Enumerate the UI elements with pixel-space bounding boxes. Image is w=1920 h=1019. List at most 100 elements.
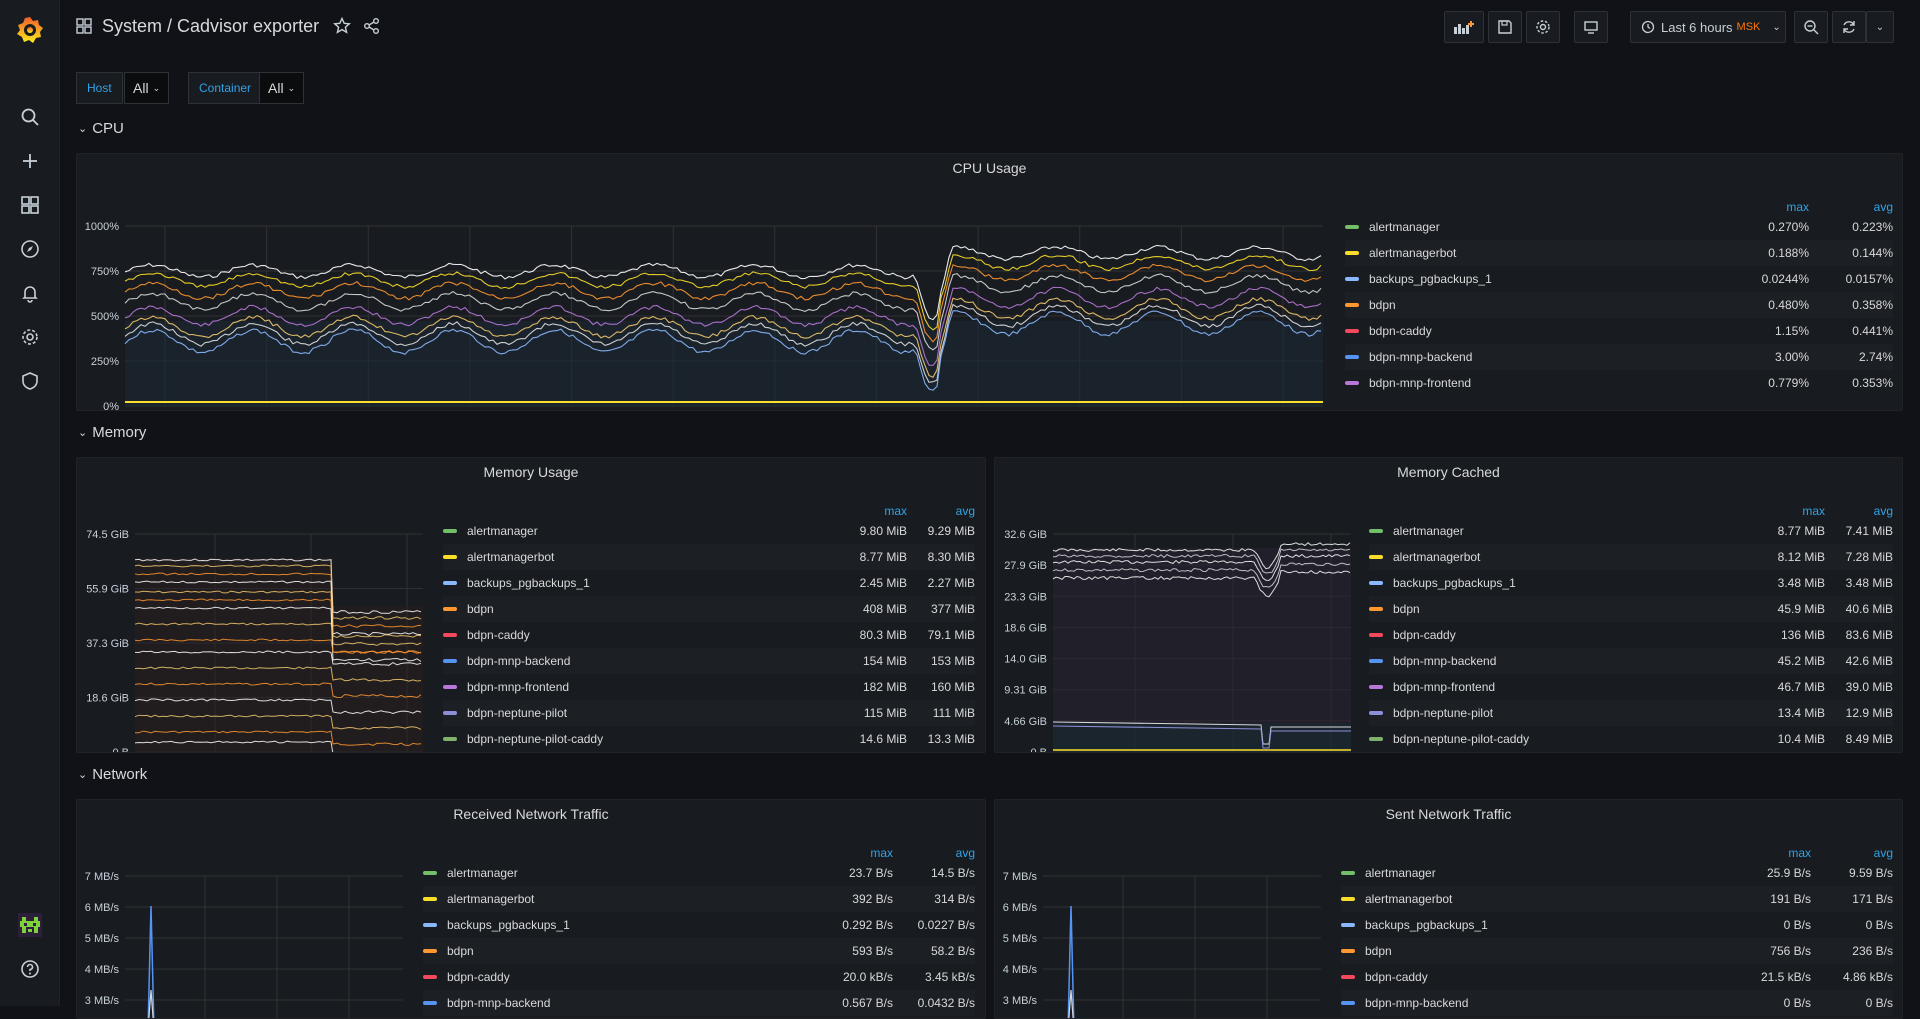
server-admin-shield-icon[interactable] [18,369,42,393]
legend-series-name[interactable]: bdpn-neptune-pilot [467,706,568,720]
dashboard-settings-button[interactable] [1526,11,1560,43]
received-traffic-graph[interactable]: 7 MB/s6 MB/s5 MB/s4 MB/s3 MB/s2 MB/s [77,830,407,1019]
legend-series-name[interactable]: bdpn-mnp-frontend [467,680,570,694]
legend-item[interactable]: bdpn 756 B/s 236 B/s [1341,938,1893,964]
alerting-bell-icon[interactable] [18,281,42,305]
legend-color-swatch[interactable] [1341,1001,1355,1005]
legend-series-name[interactable]: alertmanagerbot [1393,550,1481,564]
legend-series-name[interactable]: bdpn-neptune-pilot [1393,706,1494,720]
legend-color-swatch[interactable] [423,923,437,927]
variable-select-host[interactable]: All ⌄ [124,72,170,104]
cpu-usage-graph[interactable]: 1000%750%500%250%0%09:3010:0010:3011:001… [77,184,1347,411]
legend-color-swatch[interactable] [443,659,457,663]
legend-color-swatch[interactable] [1345,381,1359,385]
legend-color-swatch[interactable] [423,897,437,901]
panel-title[interactable]: Sent Network Traffic [1385,806,1512,822]
legend-series-name[interactable]: bdpn-mnp-backend [1365,996,1469,1010]
legend-series-name[interactable]: alertmanagerbot [1369,246,1457,260]
refresh-button[interactable] [1832,11,1866,43]
legend-series-name[interactable]: alertmanager [1393,524,1464,538]
legend-item[interactable]: backups_pgbackups_1 2.45 MiB 2.27 MiB [443,570,975,596]
legend-series-name[interactable]: bdpn-caddy [1393,628,1456,642]
legend-series-name[interactable]: alertmanagerbot [447,892,535,906]
legend-header-avg[interactable]: avg [1873,504,1893,518]
legend-color-swatch[interactable] [1345,277,1359,281]
legend-item[interactable]: bdpn 593 B/s 58.2 B/s [423,938,975,964]
legend-series-name[interactable]: bdpn-mnp-backend [447,996,551,1010]
legend-series-name[interactable]: bdpn-mnp-frontend [1393,680,1496,694]
search-icon[interactable] [18,105,42,129]
legend-header-avg[interactable]: avg [955,504,975,518]
legend-color-swatch[interactable] [1369,581,1383,585]
legend-color-swatch[interactable] [1341,949,1355,953]
star-icon[interactable] [332,16,352,36]
save-dashboard-button[interactable] [1488,11,1522,43]
legend-item[interactable]: alertmanagerbot 392 B/s 314 B/s [423,886,975,912]
legend-item[interactable]: alertmanagerbot 8.12 MiB 7.28 MiB [1369,544,1893,570]
legend-color-swatch[interactable] [1369,659,1383,663]
legend-series-name[interactable]: alertmanager [467,524,538,538]
panel-title[interactable]: CPU Usage [952,160,1027,176]
legend-item[interactable]: backups_pgbackups_1 0.292 B/s 0.0227 B/s [423,912,975,938]
legend-color-swatch[interactable] [1345,303,1359,307]
legend-item[interactable]: alertmanagerbot 0.188% 0.144% [1345,240,1893,266]
legend-item[interactable]: alertmanager 8.77 MiB 7.41 MiB [1369,518,1893,544]
legend-color-swatch[interactable] [1369,529,1383,533]
legend-item[interactable]: bdpn-mnp-frontend 0.779% 0.353% [1345,370,1893,396]
add-panel-button[interactable] [1444,11,1484,43]
legend-series-name[interactable]: bdpn-caddy [447,970,510,984]
legend-item[interactable]: alertmanager 23.7 B/s 14.5 B/s [423,860,975,886]
legend-header-max[interactable]: max [1786,200,1809,214]
legend-item[interactable]: bdpn-caddy 136 MiB 83.6 MiB [1369,622,1893,648]
legend-header-max[interactable]: max [884,504,907,518]
dashboards-icon[interactable] [18,193,42,217]
legend-color-swatch[interactable] [443,737,457,741]
create-plus-icon[interactable] [18,149,42,173]
legend-series-name[interactable]: alertmanager [1365,866,1436,880]
legend-item[interactable]: bdpn 0.480% 0.358% [1345,292,1893,318]
refresh-interval-dropdown[interactable]: ⌄ [1866,11,1894,43]
legend-series-name[interactable]: bdpn-caddy [1365,970,1428,984]
zoom-out-button[interactable] [1794,11,1828,43]
legend-color-swatch[interactable] [1369,685,1383,689]
legend-series-name[interactable]: bdpn-neptune-pilot-caddy [1393,732,1530,746]
legend-color-swatch[interactable] [443,711,457,715]
row-header-cpu[interactable]: ⌄ CPU [78,120,124,137]
legend-header-max[interactable]: max [1802,504,1825,518]
legend-series-name[interactable]: alertmanager [1369,220,1440,234]
legend-item[interactable]: bdpn-mnp-backend 3.00% 2.74% [1345,344,1893,370]
panel-title[interactable]: Received Network Traffic [453,806,609,822]
legend-series-name[interactable]: alertmanagerbot [467,550,555,564]
legend-color-swatch[interactable] [423,975,437,979]
legend-color-swatch[interactable] [443,633,457,637]
legend-item[interactable]: bdpn 408 MiB 377 MiB [443,596,975,622]
legend-series-name[interactable]: bdpn [1393,602,1420,616]
legend-item[interactable]: bdpn-mnp-backend 0.567 B/s 0.0432 B/s [423,990,975,1016]
legend-item[interactable]: bdpn-neptune-pilot-caddy 14.6 MiB 13.3 MiB [443,726,975,752]
tv-mode-button[interactable] [1574,11,1608,43]
row-header-memory[interactable]: ⌄ Memory [78,424,146,441]
variable-select-container[interactable]: All ⌄ [259,72,305,104]
row-header-network[interactable]: ⌄ Network [78,766,147,783]
legend-item[interactable]: bdpn-caddy 1.15% 0.441% [1345,318,1893,344]
legend-item[interactable]: bdpn-neptune-pilot 115 MiB 111 MiB [443,700,975,726]
legend-header-avg[interactable]: avg [1873,200,1893,214]
legend-item[interactable]: alertmanager 25.9 B/s 9.59 B/s [1341,860,1893,886]
legend-item[interactable]: backups_pgbackups_1 3.48 MiB 3.48 MiB [1369,570,1893,596]
legend-series-name[interactable]: backups_pgbackups_1 [1369,272,1492,286]
legend-color-swatch[interactable] [1341,871,1355,875]
legend-color-swatch[interactable] [1369,711,1383,715]
legend-color-swatch[interactable] [1341,975,1355,979]
legend-item[interactable]: alertmanager 9.80 MiB 9.29 MiB [443,518,975,544]
legend-item[interactable]: backups_pgbackups_1 0 B/s 0 B/s [1341,912,1893,938]
share-icon[interactable] [362,16,382,36]
legend-item[interactable]: bdpn-mnp-backend 154 MiB 153 MiB [443,648,975,674]
legend-color-swatch[interactable] [1369,633,1383,637]
legend-color-swatch[interactable] [1369,607,1383,611]
legend-series-name[interactable]: bdpn-neptune-pilot-caddy [467,732,604,746]
legend-item[interactable]: alertmanagerbot 191 B/s 171 B/s [1341,886,1893,912]
configuration-gear-icon[interactable] [18,325,42,349]
legend-header-max[interactable]: max [1788,846,1811,860]
legend-item[interactable]: bdpn-mnp-backend 45.2 MiB 42.6 MiB [1369,648,1893,674]
